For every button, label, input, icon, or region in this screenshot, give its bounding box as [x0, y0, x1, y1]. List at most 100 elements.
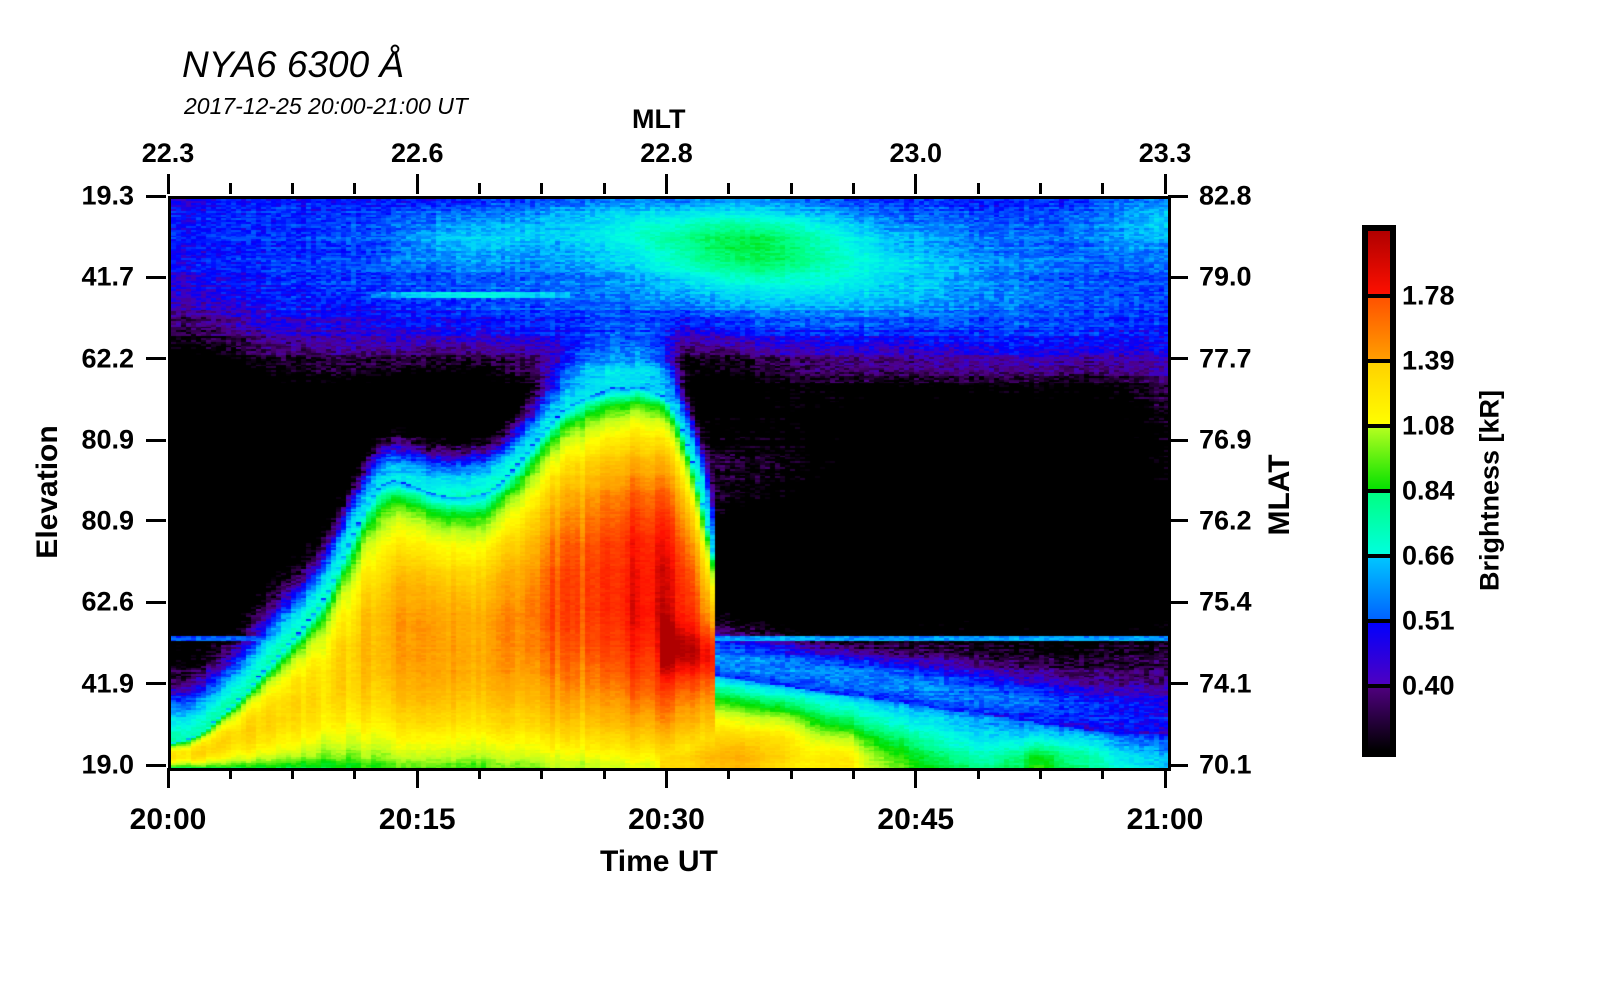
- colorbar-divider: [1368, 554, 1390, 558]
- keogram-heatmap: [171, 199, 1168, 768]
- colorbar-divider: [1368, 619, 1390, 623]
- x-tick-major: [415, 768, 419, 788]
- y-tick-major: [146, 438, 166, 442]
- colorbar-divider: [1368, 294, 1390, 298]
- colorbar-divider: [1368, 424, 1390, 428]
- mlt-tick-label: 23.3: [1138, 138, 1192, 168]
- y2-tick-major: [1168, 357, 1188, 361]
- y2-tick-major: [1168, 438, 1188, 442]
- mlt-tick-minor: [976, 183, 980, 194]
- x-tick-major: [665, 768, 668, 788]
- y2-tick-major: [1168, 194, 1188, 198]
- colorbar-divider: [1368, 359, 1390, 363]
- y-tick-major: [146, 275, 166, 279]
- mlt-tick-minor: [1101, 183, 1105, 194]
- x-tick-major: [914, 768, 918, 788]
- y-tick-label: 19.3: [81, 180, 134, 211]
- x-tick-major: [1163, 768, 1167, 788]
- mlt-tick-minor: [602, 183, 606, 194]
- y-tick-label: 62.2: [81, 343, 134, 374]
- y-tick-label: 41.9: [81, 668, 134, 699]
- mlt-tick-minor: [291, 183, 295, 194]
- y-tick-major: [146, 600, 166, 604]
- colorbar-tick-label: 0.51: [1402, 605, 1455, 636]
- mlt-tick-label: 22.3: [141, 138, 195, 168]
- mlt-tick-label: 23.0: [889, 138, 943, 168]
- left-axis-title: Elevation: [31, 425, 64, 559]
- y2-tick-major: [1168, 275, 1188, 279]
- y2-tick-label: 79.0: [1199, 261, 1252, 292]
- colorbar: [1362, 225, 1396, 757]
- x-tick-minor: [851, 768, 855, 779]
- colorbar-gradient: [1368, 231, 1390, 751]
- y2-tick-label: 77.7: [1199, 343, 1252, 374]
- x-tick-label: 20:45: [877, 803, 955, 836]
- mlt-tick-major: [914, 174, 918, 194]
- mlt-tick-label: 22.8: [640, 138, 693, 168]
- y-tick-major: [146, 682, 166, 686]
- y2-tick-label: 76.9: [1199, 424, 1252, 455]
- colorbar-title: Brightness [kR]: [1474, 389, 1505, 592]
- y2-tick-major: [1168, 763, 1188, 767]
- y-tick-major: [146, 194, 166, 198]
- x-tick-minor: [976, 768, 980, 779]
- colorbar-tick-label: 1.78: [1402, 280, 1455, 311]
- y-tick-label: 62.6: [81, 586, 134, 617]
- x-tick-minor: [1038, 768, 1042, 779]
- x-tick-label: 20:15: [378, 803, 456, 836]
- mlt-tick-minor: [789, 183, 793, 194]
- y2-tick-label: 76.2: [1199, 505, 1252, 536]
- y-tick-label: 41.7: [81, 261, 134, 292]
- y2-tick-label: 74.1: [1199, 668, 1252, 699]
- page-title: NYA6 6300 Å: [182, 44, 405, 85]
- y2-tick-label: 70.1: [1199, 749, 1252, 780]
- y-tick-major: [146, 357, 166, 361]
- bottom-axis-title: Time UT: [600, 845, 718, 878]
- y-tick-major: [146, 763, 166, 767]
- x-tick-minor: [602, 768, 606, 779]
- mlt-tick-major: [166, 174, 170, 194]
- right-axis-title: MLAT: [1263, 454, 1296, 536]
- colorbar-divider: [1368, 684, 1390, 688]
- x-tick-minor: [353, 768, 357, 779]
- mlt-tick-minor: [727, 183, 731, 194]
- colorbar-divider: [1368, 489, 1390, 493]
- mlt-tick-major: [415, 174, 419, 194]
- y-tick-label: 80.9: [81, 505, 134, 536]
- x-tick-minor: [789, 768, 793, 779]
- x-tick-label: 21:00: [1126, 803, 1204, 836]
- y-tick-major: [146, 519, 166, 523]
- mlt-tick-minor: [353, 183, 357, 194]
- keogram-plot-area: [168, 196, 1171, 771]
- mlt-tick-major: [665, 174, 668, 194]
- mlt-tick-minor: [540, 183, 544, 194]
- colorbar-tick-label: 0.40: [1402, 670, 1455, 701]
- x-tick-minor: [228, 768, 232, 779]
- y-tick-label: 80.9: [81, 424, 134, 455]
- mlt-tick-major: [1163, 174, 1167, 194]
- mlt-tick-minor: [478, 183, 482, 194]
- colorbar-tick-label: 0.84: [1402, 475, 1455, 506]
- colorbar-tick-label: 0.66: [1402, 540, 1455, 571]
- colorbar-tick-label: 1.08: [1402, 410, 1455, 441]
- x-tick-label: 20:00: [129, 803, 207, 836]
- x-tick-minor: [727, 768, 731, 779]
- x-tick-minor: [1101, 768, 1105, 779]
- y2-tick-label: 82.8: [1199, 180, 1252, 211]
- mlt-tick-label: 22.6: [390, 138, 444, 168]
- y2-tick-major: [1168, 519, 1188, 523]
- x-tick-minor: [291, 768, 295, 779]
- y2-tick-major: [1168, 682, 1188, 686]
- y2-tick-major: [1168, 600, 1188, 604]
- x-tick-minor: [478, 768, 482, 779]
- mlt-tick-minor: [851, 183, 855, 194]
- mlt-tick-minor: [228, 183, 232, 194]
- mlt-tick-minor: [1038, 183, 1042, 194]
- y2-tick-label: 75.4: [1199, 586, 1252, 617]
- x-tick-minor: [540, 768, 544, 779]
- x-tick-major: [166, 768, 170, 788]
- page-subtitle: 2017-12-25 20:00-21:00 UT: [184, 93, 468, 119]
- colorbar-tick-label: 1.39: [1402, 345, 1455, 376]
- top-axis-title: MLT: [632, 104, 686, 134]
- x-tick-label: 20:30: [628, 803, 705, 836]
